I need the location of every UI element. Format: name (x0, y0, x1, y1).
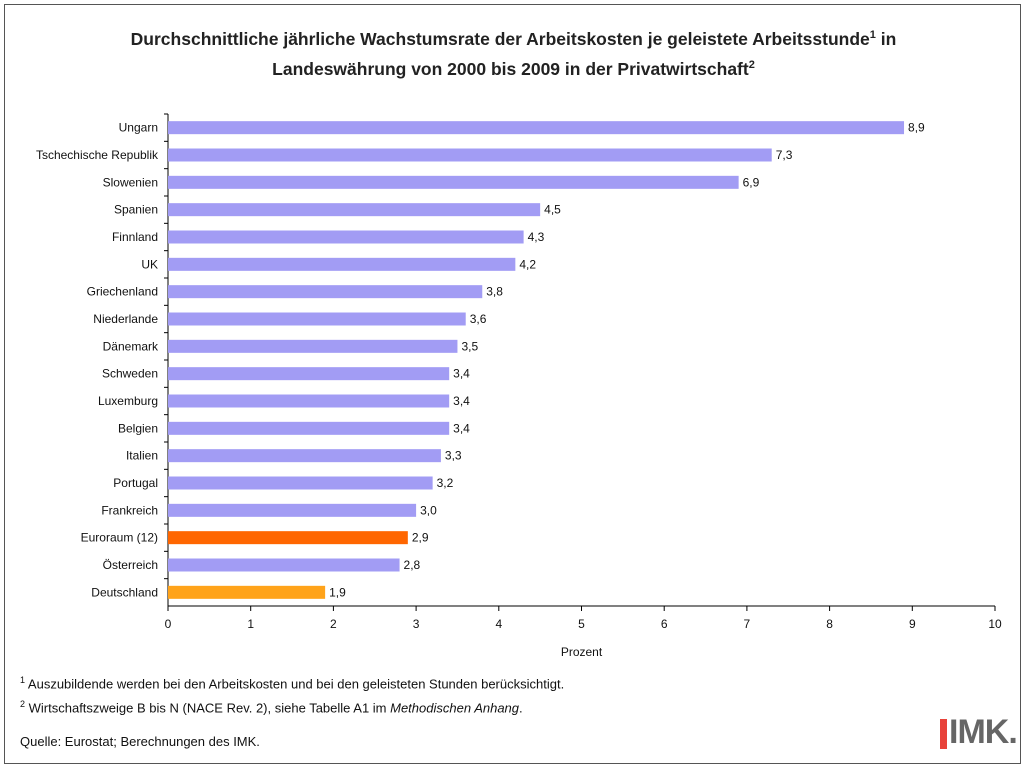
data-label: 3,5 (461, 339, 478, 353)
logo-text: IMK. (949, 713, 1018, 751)
data-label: 3,4 (453, 421, 470, 435)
bar (168, 312, 466, 326)
category-label: Portugal (113, 476, 158, 490)
data-label: 7,3 (776, 148, 793, 162)
data-label: 3,0 (420, 503, 437, 517)
bar (168, 257, 516, 271)
bar (168, 367, 450, 381)
bar (168, 339, 458, 353)
category-label: Frankreich (101, 503, 158, 517)
bar (168, 476, 433, 490)
category-label: Tschechische Republik (36, 148, 159, 162)
chart-title: Durchschnittliche jährliche Wachstumsrat… (0, 22, 1027, 82)
category-label: Griechenland (87, 285, 158, 299)
category-label: Slowenien (103, 175, 158, 189)
title-line1-end: in (875, 28, 897, 49)
x-tick-label: 6 (661, 617, 668, 631)
category-label: Deutschland (91, 585, 158, 599)
data-label: 4,5 (544, 203, 561, 217)
bar (168, 285, 483, 299)
bar (168, 558, 400, 572)
category-label: Finnland (112, 230, 158, 244)
category-label: Italien (126, 449, 158, 463)
category-label: Luxemburg (98, 394, 158, 408)
footnotes: 1 Auszubildende werden bei den Arbeitsko… (20, 670, 564, 719)
data-label: 1,9 (329, 585, 346, 599)
bar (168, 148, 772, 162)
title-footnote-mark-1: 1 (869, 29, 876, 41)
x-axis-title: Prozent (561, 645, 603, 659)
x-tick-label: 4 (495, 617, 502, 631)
data-label: 6,9 (743, 175, 760, 189)
data-label: 2,9 (412, 531, 429, 545)
data-label: 3,4 (453, 394, 470, 408)
bar (168, 175, 739, 189)
bar (168, 421, 450, 435)
bar (168, 394, 450, 408)
title-line2: Landeswährung von 2000 bis 2009 in der P… (272, 58, 749, 79)
x-tick-label: 2 (330, 617, 337, 631)
x-tick-label: 5 (578, 617, 585, 631)
data-label: 8,9 (908, 121, 925, 135)
bar (168, 203, 541, 217)
data-label: 3,8 (486, 285, 503, 299)
bar (168, 503, 417, 517)
bar (168, 121, 905, 135)
source-note: Quelle: Eurostat; Berechnungen des IMK. (20, 734, 260, 749)
category-label: Niederlande (93, 312, 158, 326)
data-label: 3,4 (453, 367, 470, 381)
category-label: Ungarn (119, 121, 158, 135)
imk-logo: IMK. (940, 713, 1018, 755)
data-label: 3,6 (470, 312, 487, 326)
x-tick-label: 10 (988, 617, 1002, 631)
title-line1: Durchschnittliche jährliche Wachstumsrat… (130, 28, 870, 49)
x-tick-label: 8 (826, 617, 833, 631)
data-label: 2,8 (404, 558, 421, 572)
title-footnote-mark-2: 2 (748, 58, 755, 71)
category-label: Belgien (118, 421, 158, 435)
x-tick-label: 0 (165, 617, 172, 631)
data-label: 4,2 (519, 257, 536, 271)
x-tick-label: 3 (413, 617, 420, 631)
bar (168, 585, 326, 599)
data-label: 4,3 (528, 230, 545, 244)
category-label: Schweden (102, 367, 158, 381)
category-label: Euroraum (12) (81, 531, 158, 545)
x-tick-label: 7 (744, 617, 751, 631)
data-label: 3,3 (445, 449, 462, 463)
category-label: UK (141, 257, 158, 271)
logo-accent-bar (940, 719, 947, 749)
category-label: Spanien (114, 203, 158, 217)
data-label: 3,2 (437, 476, 454, 490)
footnote-2: 2 Wirtschaftszweige B bis N (NACE Rev. 2… (20, 699, 523, 716)
x-tick-label: 9 (909, 617, 916, 631)
x-tick-label: 1 (247, 617, 254, 631)
footnote-1: 1 Auszubildende werden bei den Arbeitsko… (20, 675, 565, 692)
bar (168, 230, 524, 244)
category-label: Dänemark (103, 339, 159, 353)
category-label: Österreich (103, 558, 158, 572)
bar (168, 531, 408, 545)
bar (168, 449, 441, 463)
